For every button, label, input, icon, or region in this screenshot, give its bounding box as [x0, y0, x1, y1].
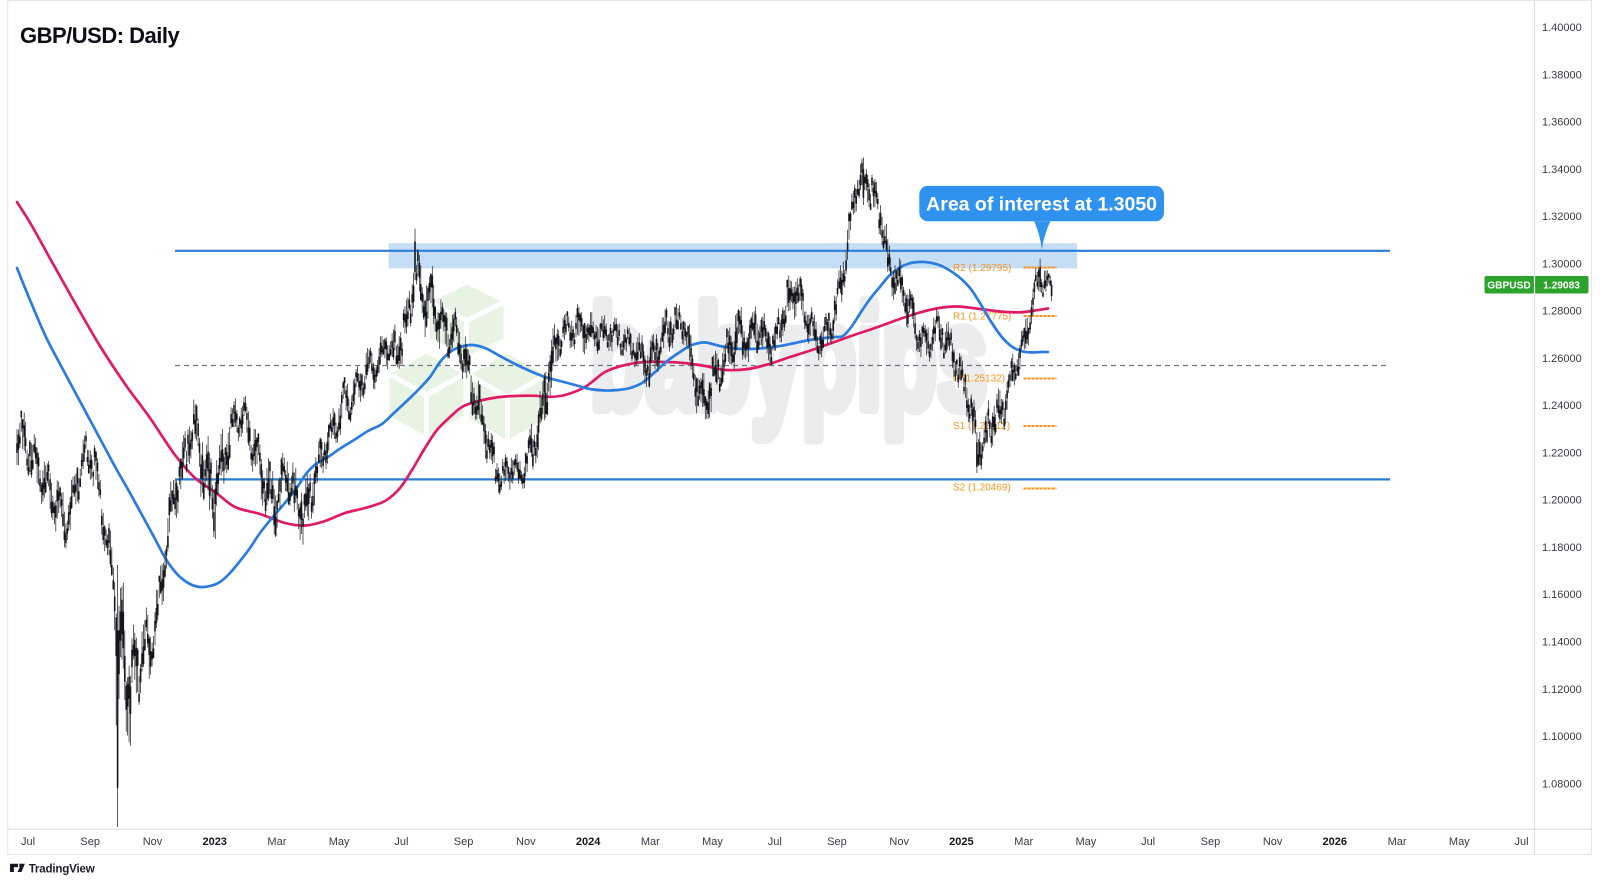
svg-text:GBPUSD: GBPUSD: [1487, 281, 1531, 292]
svg-text:1.32000: 1.32000: [1542, 211, 1582, 223]
svg-text:Area of interest at 1.3050: Area of interest at 1.3050: [926, 194, 1157, 216]
svg-text:P (1.25132): P (1.25132): [953, 374, 1005, 385]
svg-text:Sep: Sep: [454, 836, 474, 848]
svg-text:1.26000: 1.26000: [1542, 353, 1582, 365]
svg-text:1.16000: 1.16000: [1542, 589, 1582, 601]
svg-text:Jul: Jul: [768, 836, 782, 848]
svg-text:1.29083: 1.29083: [1543, 281, 1580, 292]
svg-text:May: May: [1076, 836, 1097, 848]
svg-text:Sep: Sep: [80, 836, 100, 848]
svg-text:2025: 2025: [949, 836, 973, 848]
svg-text:R1 (1.27775): R1 (1.27775): [953, 312, 1011, 323]
svg-text:TradingView: TradingView: [29, 863, 96, 876]
svg-text:Mar: Mar: [1014, 836, 1033, 848]
svg-text:GBP/USD: Daily: GBP/USD: Daily: [20, 23, 181, 48]
svg-text:1.30000: 1.30000: [1542, 258, 1582, 270]
svg-text:1.20000: 1.20000: [1542, 495, 1582, 507]
svg-text:May: May: [1449, 836, 1470, 848]
svg-text:1.40000: 1.40000: [1542, 22, 1582, 34]
svg-text:R2 (1.29795): R2 (1.29795): [953, 263, 1011, 274]
svg-text:Jul: Jul: [1514, 836, 1528, 848]
svg-text:2023: 2023: [202, 836, 226, 848]
svg-text:1.28000: 1.28000: [1542, 306, 1582, 318]
svg-text:1.24000: 1.24000: [1542, 400, 1582, 412]
svg-text:Nov: Nov: [516, 836, 536, 848]
svg-text:1.10000: 1.10000: [1542, 731, 1582, 743]
svg-text:1.34000: 1.34000: [1542, 164, 1582, 176]
svg-text:1.12000: 1.12000: [1542, 684, 1582, 696]
svg-text:Mar: Mar: [267, 836, 286, 848]
svg-text:1.08000: 1.08000: [1542, 778, 1582, 790]
svg-text:1.14000: 1.14000: [1542, 637, 1582, 649]
svg-text:1.18000: 1.18000: [1542, 542, 1582, 554]
svg-text:May: May: [329, 836, 350, 848]
svg-text:2026: 2026: [1323, 836, 1347, 848]
svg-text:Jul: Jul: [1141, 836, 1155, 848]
svg-text:2024: 2024: [576, 836, 601, 848]
svg-text:Nov: Nov: [143, 836, 163, 848]
svg-text:1.38000: 1.38000: [1542, 69, 1582, 81]
svg-text:S2 (1.20469): S2 (1.20469): [953, 483, 1011, 494]
svg-text:S1 (1.23112): S1 (1.23112): [953, 421, 1010, 432]
svg-text:1.36000: 1.36000: [1542, 117, 1582, 129]
svg-text:Sep: Sep: [1201, 836, 1221, 848]
svg-text:Mar: Mar: [641, 836, 660, 848]
svg-text:1.22000: 1.22000: [1542, 447, 1582, 459]
svg-text:Nov: Nov: [889, 836, 909, 848]
svg-text:Mar: Mar: [1388, 836, 1407, 848]
svg-text:May: May: [702, 836, 723, 848]
svg-text:Nov: Nov: [1263, 836, 1283, 848]
svg-text:Jul: Jul: [394, 836, 408, 848]
svg-text:Sep: Sep: [827, 836, 847, 848]
svg-text:Jul: Jul: [21, 836, 35, 848]
